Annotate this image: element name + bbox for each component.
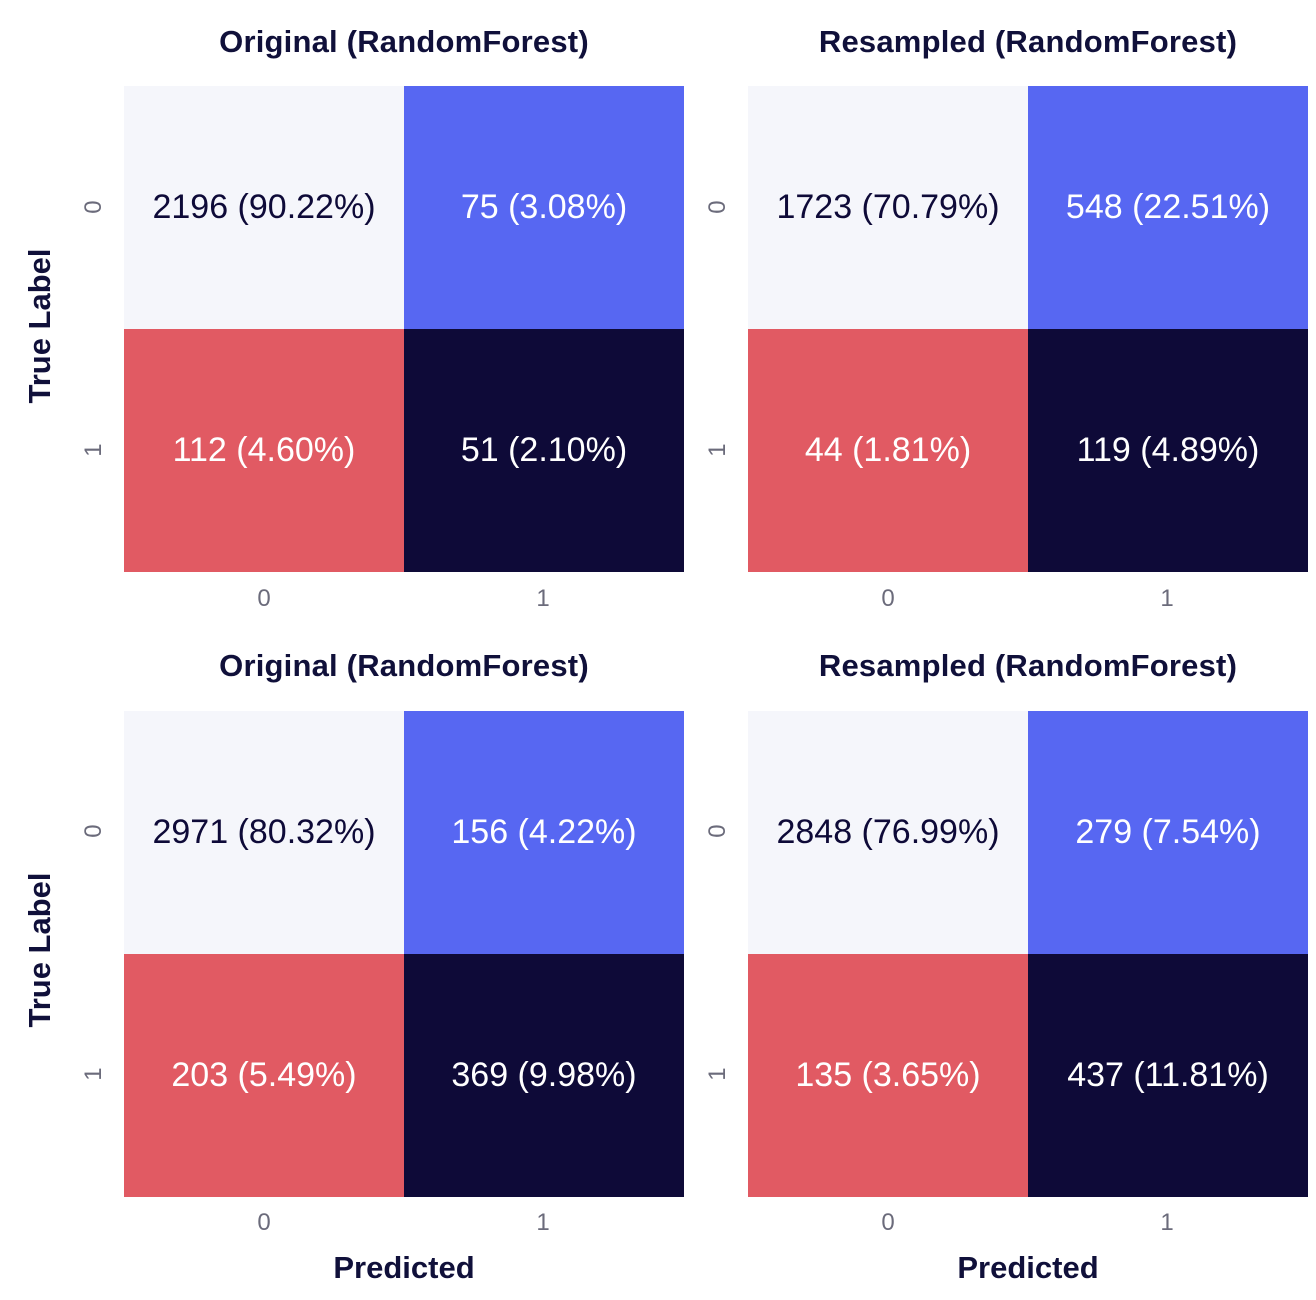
y-tick-label: 1 [704,1067,731,1081]
matrix-cell: 2971 (80.32%) [124,711,404,954]
matrix-cell: 135 (3.65%) [748,954,1028,1197]
x-tick-label: 0 [881,1209,895,1236]
x-tick-label: 0 [257,1209,271,1236]
y-axis-label: True Label [22,872,57,1028]
y-axis-label: True Label [22,248,57,404]
matrix-cell: 156 (4.22%) [404,711,684,954]
y-tick-label: 0 [80,824,107,838]
x-axis-label: Predicted [957,1250,1099,1285]
x-tick-label: 1 [1160,1209,1174,1236]
panel-title: Resampled (RandomForest) [818,24,1238,59]
matrix-cell: 112 (4.60%) [124,329,404,572]
y-tick-label: 1 [80,1067,107,1081]
confusion-matrix: 2196 (90.22%) 75 (3.08%) 112 (4.60%) 51 … [124,86,684,572]
matrix-cell: 437 (11.81%) [1028,954,1308,1197]
matrix-cell: 369 (9.98%) [404,954,684,1197]
x-tick-label: 0 [257,585,271,612]
x-tick-label: 1 [536,585,550,612]
confusion-matrix: 2848 (76.99%) 279 (7.54%) 135 (3.65%) 43… [748,711,1308,1197]
y-tick-label: 0 [80,200,107,214]
matrix-cell: 1723 (70.79%) [748,86,1028,329]
confusion-matrix: 1723 (70.79%) 548 (22.51%) 44 (1.81%) 11… [748,86,1308,572]
matrix-cell: 119 (4.89%) [1028,329,1308,572]
matrix-cell: 2848 (76.99%) [748,711,1028,954]
y-tick-label: 0 [704,200,731,214]
matrix-cell: 44 (1.81%) [748,329,1028,572]
x-tick-label: 1 [536,1209,550,1236]
y-tick-label: 1 [80,443,107,457]
panel-title: Resampled (RandomForest) [818,648,1238,683]
matrix-cell: 203 (5.49%) [124,954,404,1197]
x-tick-label: 0 [881,585,895,612]
x-axis-label: Predicted [333,1250,475,1285]
y-tick-label: 0 [704,824,731,838]
matrix-cell: 2196 (90.22%) [124,86,404,329]
matrix-cell: 548 (22.51%) [1028,86,1308,329]
panel-title: Original (RandomForest) [219,648,589,683]
y-tick-label: 1 [704,443,731,457]
panel-title: Original (RandomForest) [219,24,589,59]
matrix-cell: 279 (7.54%) [1028,711,1308,954]
matrix-cell: 75 (3.08%) [404,86,684,329]
x-tick-label: 1 [1160,585,1174,612]
confusion-matrix: 2971 (80.32%) 156 (4.22%) 203 (5.49%) 36… [124,711,684,1197]
matrix-cell: 51 (2.10%) [404,329,684,572]
